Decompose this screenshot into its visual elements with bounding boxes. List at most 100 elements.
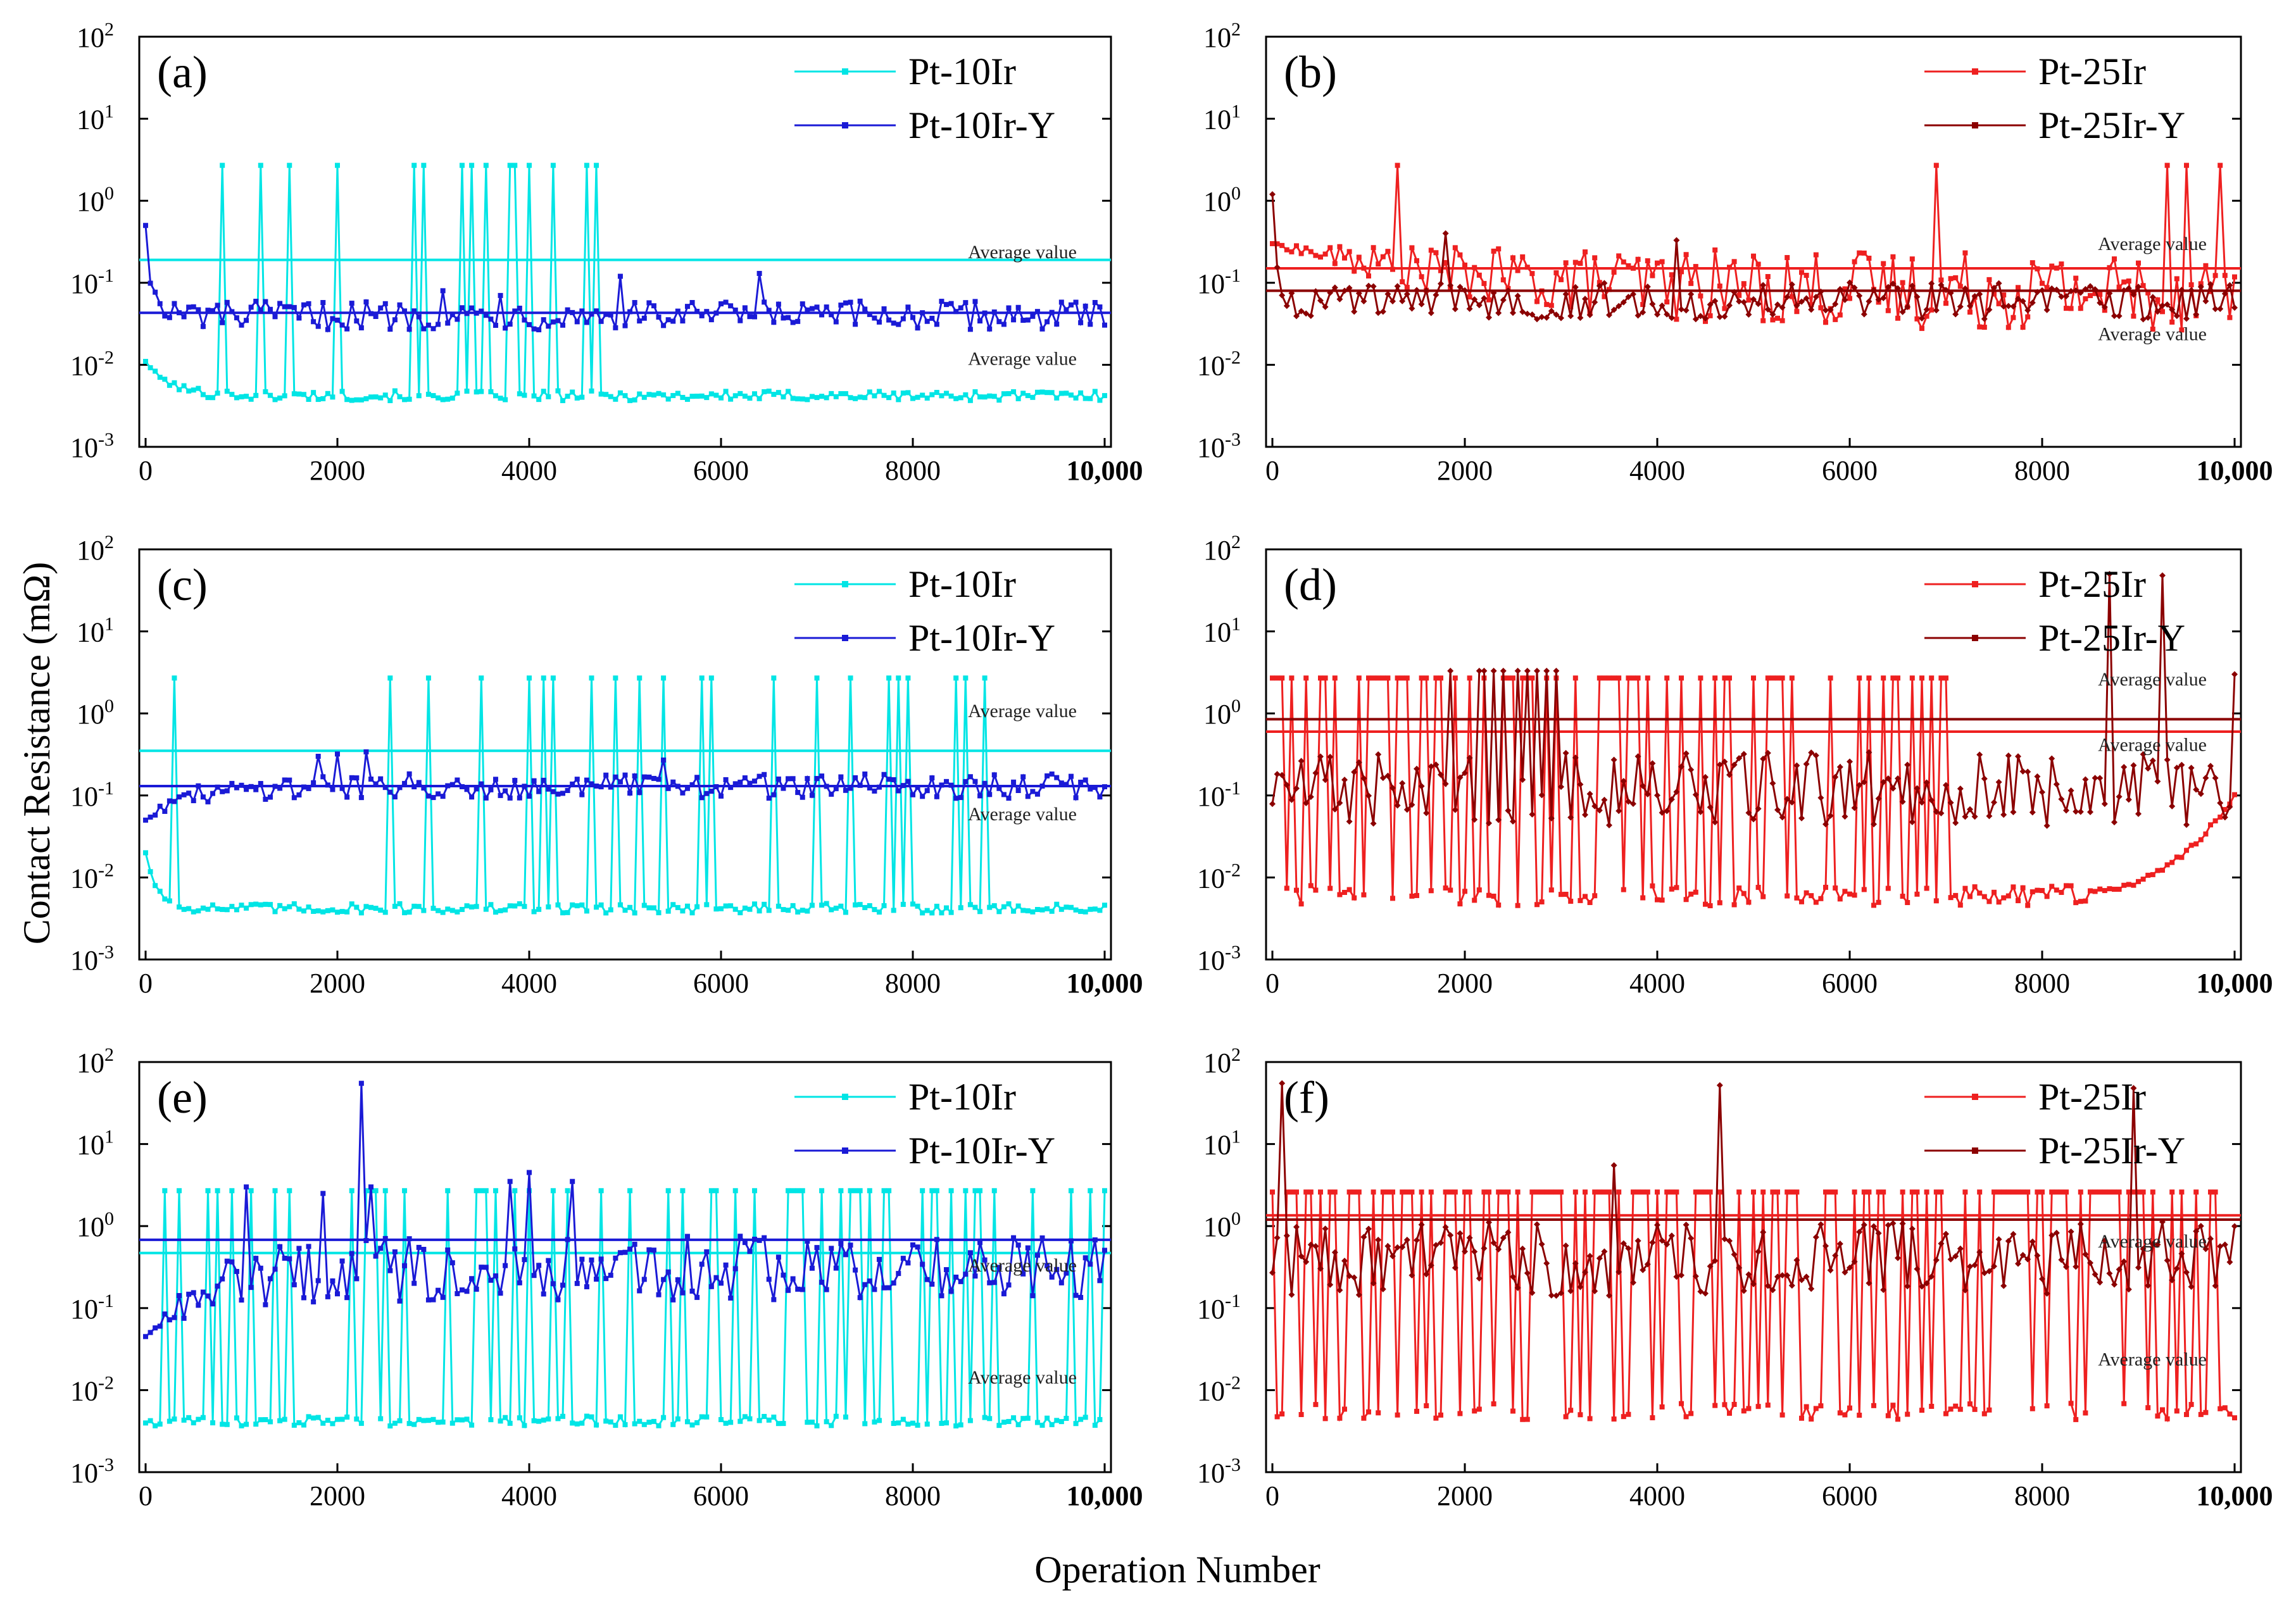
data-point xyxy=(1088,396,1093,401)
data-point xyxy=(987,1280,993,1285)
data-point xyxy=(550,1281,556,1287)
data-point xyxy=(1788,281,1795,288)
data-point xyxy=(1515,1189,1521,1195)
data-point xyxy=(1322,303,1329,310)
data-point xyxy=(1817,794,1824,801)
data-point xyxy=(1741,281,1747,287)
data-point xyxy=(1601,796,1608,803)
data-point xyxy=(1592,255,1598,261)
data-point xyxy=(166,315,172,320)
data-point xyxy=(1721,1235,1728,1242)
data-point xyxy=(977,909,983,915)
data-point xyxy=(157,375,163,380)
y-tick-label: 102 xyxy=(77,532,114,566)
data-point xyxy=(1481,1189,1487,1195)
data-point xyxy=(853,1267,858,1273)
data-point xyxy=(665,396,671,402)
data-point xyxy=(1294,887,1299,893)
data-point xyxy=(1011,1235,1017,1241)
data-point xyxy=(718,1280,724,1286)
data-point xyxy=(967,774,973,780)
data-point xyxy=(1928,797,1935,804)
data-point xyxy=(1615,808,1622,815)
data-point xyxy=(771,792,777,797)
data-point xyxy=(531,393,537,399)
data-point xyxy=(1755,261,1761,267)
data-point xyxy=(598,902,604,908)
data-point xyxy=(1995,1236,2002,1243)
data-point xyxy=(1419,274,1424,280)
data-point xyxy=(1097,1416,1103,1422)
data-point xyxy=(1703,1189,1708,1195)
data-point xyxy=(622,1249,628,1255)
data-point xyxy=(2140,316,2147,323)
data-point xyxy=(1376,261,1381,267)
data-point xyxy=(335,1291,340,1297)
data-point xyxy=(603,1276,609,1282)
data-point xyxy=(1379,308,1386,315)
data-point xyxy=(191,304,196,309)
data-point xyxy=(838,774,844,780)
data-point xyxy=(555,1297,561,1303)
series-line-Pt-25Ir xyxy=(1272,677,2236,909)
data-point xyxy=(1049,390,1055,396)
data-point xyxy=(1543,1260,1550,1267)
data-point xyxy=(421,326,427,332)
data-point xyxy=(416,1416,422,1422)
data-point xyxy=(2218,1406,2223,1411)
data-point xyxy=(651,303,656,309)
data-point xyxy=(220,906,225,912)
y-tick-label: 10-1 xyxy=(1197,265,1241,299)
data-point xyxy=(1427,309,1434,316)
data-point xyxy=(809,792,815,798)
data-point xyxy=(1068,904,1074,910)
data-point xyxy=(1683,750,1690,757)
data-point xyxy=(1698,1189,1703,1195)
data-point xyxy=(560,1282,566,1288)
data-point xyxy=(253,299,259,304)
data-point xyxy=(267,1419,273,1425)
data-point xyxy=(1337,244,1343,249)
data-point xyxy=(503,325,508,331)
data-point xyxy=(1500,277,1506,283)
data-point xyxy=(1919,1283,1925,1290)
data-point xyxy=(1712,819,1719,826)
data-point xyxy=(1274,771,1281,778)
data-point xyxy=(2010,303,2017,310)
legend-label: Pt-25Ir-Y xyxy=(2038,1130,2185,1172)
data-point xyxy=(488,1417,494,1423)
legend-label: Pt-10Ir xyxy=(908,51,1016,92)
data-point xyxy=(2088,888,2093,894)
data-point xyxy=(1054,395,1060,401)
data-point xyxy=(1015,787,1021,793)
data-point xyxy=(953,675,959,681)
data-point xyxy=(718,793,724,799)
data-point xyxy=(1857,675,1862,681)
data-point xyxy=(224,389,230,394)
data-point xyxy=(915,1422,920,1428)
data-point xyxy=(1500,296,1507,303)
data-point xyxy=(541,317,546,323)
data-point xyxy=(1068,302,1074,308)
data-point xyxy=(1702,1290,1709,1297)
data-point xyxy=(1496,246,1502,252)
data-point xyxy=(2024,1256,2031,1263)
data-point xyxy=(2150,872,2155,877)
data-point xyxy=(267,392,273,398)
data-point xyxy=(1721,758,1728,765)
data-point xyxy=(512,163,518,168)
data-point xyxy=(1774,301,1781,308)
data-point xyxy=(527,1170,532,1175)
data-point xyxy=(857,298,863,304)
data-point xyxy=(1355,759,1362,766)
data-point xyxy=(915,394,920,400)
data-point xyxy=(756,396,762,401)
data-point xyxy=(896,675,901,681)
average-annotation: Average value xyxy=(968,1367,1077,1388)
data-point xyxy=(1803,761,1810,768)
panel-label: (d) xyxy=(1284,559,1337,610)
data-point xyxy=(512,1246,518,1252)
data-point xyxy=(1427,1262,1434,1269)
data-point xyxy=(397,1298,403,1304)
data-point xyxy=(1572,284,1579,291)
